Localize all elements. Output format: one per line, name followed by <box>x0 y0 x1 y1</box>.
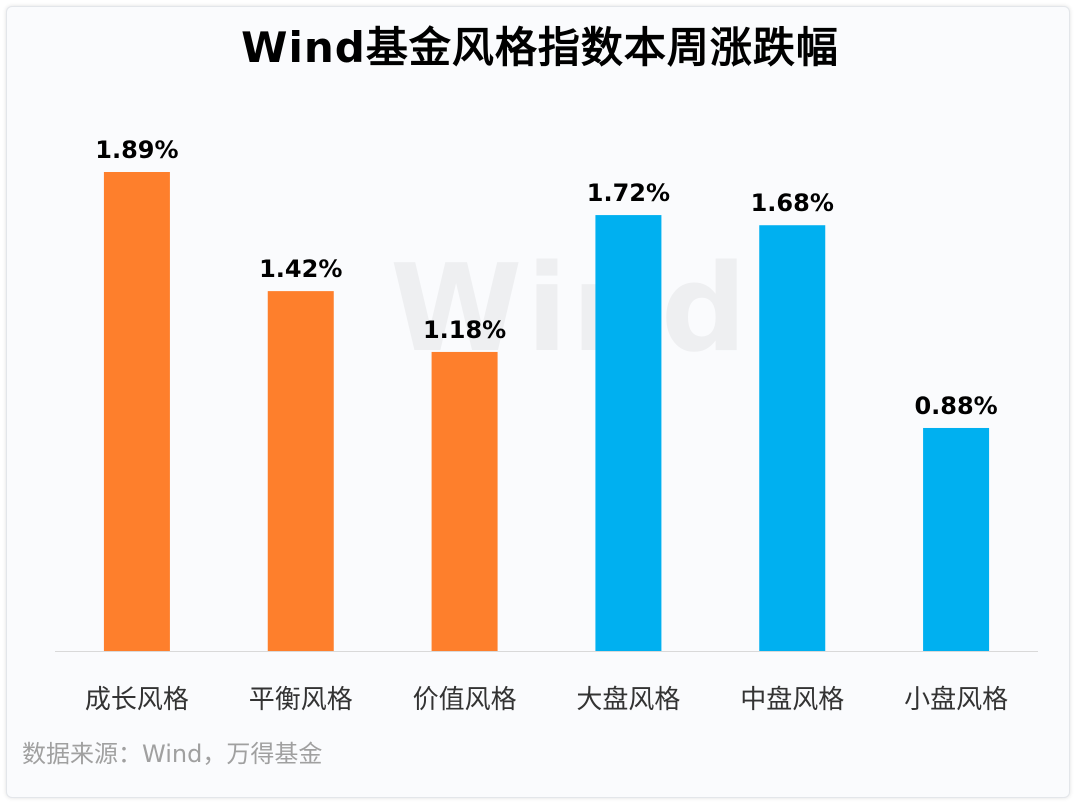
chart-card <box>6 6 1070 798</box>
value-labels-group: 1.89% 1.42% 1.18% 1.72% 1.68% 0.88% <box>95 136 997 420</box>
category-label-6: 小盘风格 <box>904 685 1008 715</box>
bar-3 <box>431 351 498 651</box>
value-label-3: 1.18% <box>423 316 506 344</box>
category-label-1: 成长风格 <box>85 685 189 715</box>
bar-6 <box>923 427 990 651</box>
category-label-4: 大盘风格 <box>576 685 680 715</box>
category-label-2: 平衡风格 <box>249 685 353 715</box>
chart-title: Wind基金风格指数本周涨跌幅 <box>241 23 839 72</box>
category-label-3: 价值风格 <box>413 685 517 715</box>
value-label-4: 1.72% <box>587 179 670 207</box>
source-note: 数据来源：Wind，万得基金 <box>22 740 323 768</box>
value-label-6: 0.88% <box>914 392 997 420</box>
bar-1 <box>103 172 170 651</box>
bar-4 <box>595 215 662 651</box>
value-label-2: 1.42% <box>259 255 342 283</box>
category-label-5: 中盘风格 <box>740 685 844 715</box>
value-label-5: 1.68% <box>751 189 834 217</box>
value-label-1: 1.89% <box>95 136 178 164</box>
category-labels-group: 成长风格 平衡风格 价值风格 大盘风格 中盘风格 小盘风格 <box>85 685 1008 715</box>
bars-group <box>103 172 990 651</box>
bar-2 <box>267 291 334 651</box>
bar-5 <box>759 225 826 651</box>
